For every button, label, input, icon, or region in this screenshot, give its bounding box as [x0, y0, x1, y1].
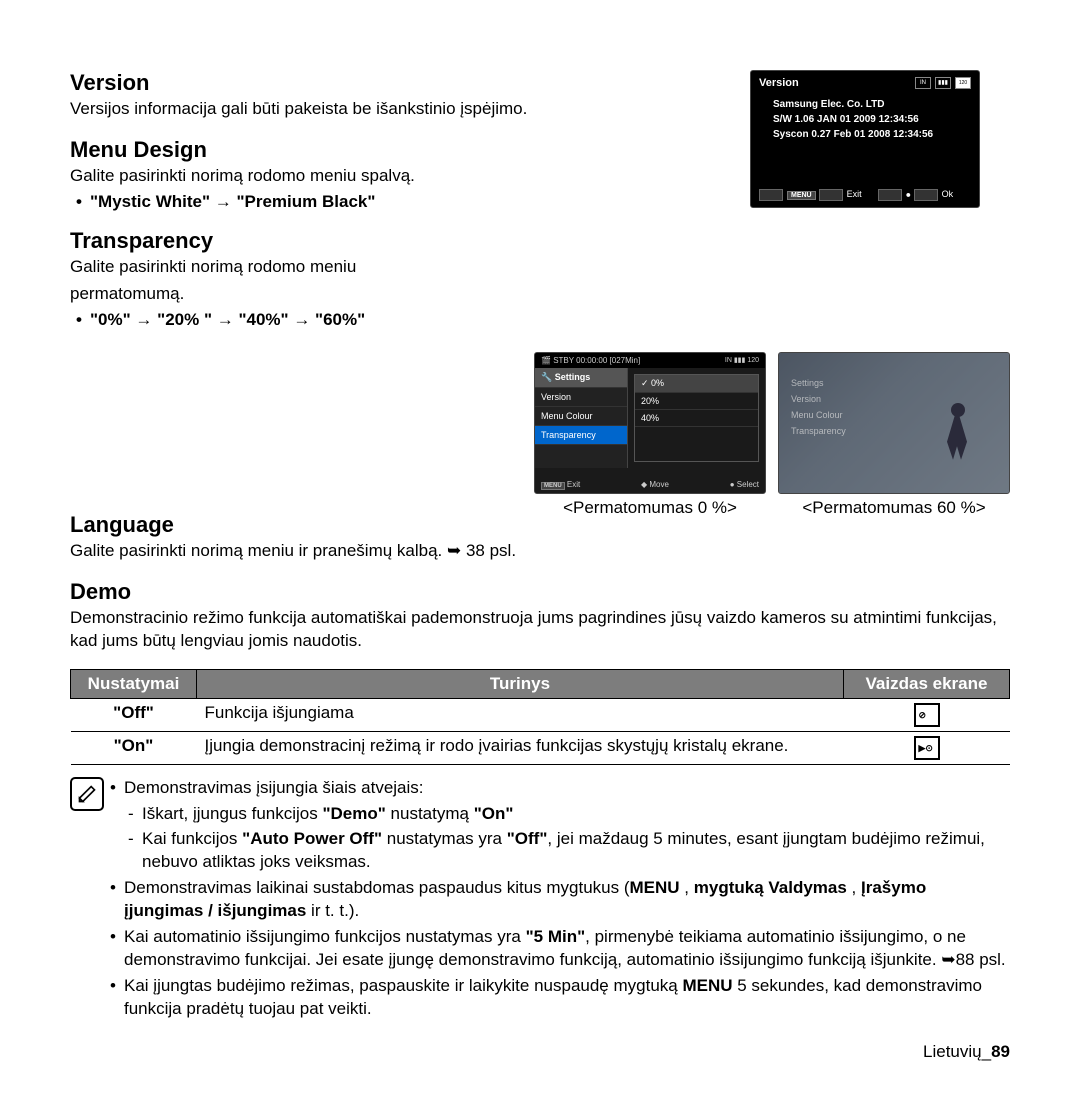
cell-on-icon: ▶⊙ [844, 731, 1010, 764]
cell-on: "On" [71, 731, 197, 764]
right-screens: IN ▮▮▮ 120MIN Version Samsung Elec. Co. … [750, 70, 1010, 346]
note-1b: Kai funkcijos "Auto Power Off" nustatyma… [106, 828, 1010, 874]
left-column: Version Versijos informacija gali būti p… [70, 70, 750, 346]
top-row: Version Versijos informacija gali būti p… [70, 70, 1010, 346]
screen-ver-l2: S/W 1.06 JAN 01 2009 12:34:56 [773, 114, 971, 125]
language-desc: Galite pasirinkti norimą meniu ir praneš… [70, 540, 1010, 563]
footer-page: 89 [991, 1042, 1010, 1061]
screen-ver-l3: Syscon 0.27 Feb 01 2008 12:34:56 [773, 129, 971, 140]
version-section: Version Versijos informacija gali būti p… [70, 70, 730, 121]
menu-footer: MENU Exit ◆ Move ● Select [541, 480, 759, 489]
note-3: Kai automatinio išsijungimo funkcijos nu… [106, 926, 1010, 972]
menu-left: 🔧 Settings Version Menu Colour Transpare… [535, 368, 628, 468]
opt-0: ✓ 0% [635, 375, 758, 393]
top-icons: IN ▮▮▮ 120 [725, 356, 759, 365]
stby-label: 🎬 STBY 00:00:00 [027Min] [541, 356, 640, 365]
screen-status-icons: IN ▮▮▮ 120MIN [915, 77, 971, 89]
in-icon: IN [915, 77, 931, 89]
transparency-60-screen: Settings Version Menu Colour Transparenc… [778, 352, 1010, 494]
transparency-title: Transparency [70, 228, 730, 254]
table-row: "Off" Funkcija išjungiama ⊘ [71, 698, 1010, 731]
note-2: Demonstravimas laikinai sustabdomas pasp… [106, 877, 1010, 923]
cell-on-desc: Įjungia demonstracinį režimą ir rodo įva… [197, 731, 844, 764]
screen-footer: MENUExit ● Ok [759, 189, 971, 201]
footer-lang: Lietuvių_ [923, 1042, 991, 1061]
transparency-section: Transparency Galite pasirinkti norimą ro… [70, 228, 730, 330]
page: Version Versijos informacija gali būti p… [0, 0, 1080, 1102]
opt-40: 40% [635, 410, 758, 427]
cell-off-desc: Funkcija išjungiama [197, 698, 844, 731]
opt-20: 20% [635, 393, 758, 410]
table-header-row: Nustatymai Turinys Vaizdas ekrane [71, 669, 1010, 698]
battery-icon: ▮▮▮ [935, 77, 951, 89]
pencil-note-icon [70, 777, 104, 811]
th-turinys: Turinys [197, 669, 844, 698]
menu-top: 🎬 STBY 00:00:00 [027Min] IN ▮▮▮ 120 [535, 353, 765, 368]
transparency-desc1: Galite pasirinkti norimą rodomo meniu [70, 256, 730, 279]
screen-ver-l1: Samsung Elec. Co. LTD [773, 99, 971, 110]
transparency-row: 🎬 STBY 00:00:00 [027Min] IN ▮▮▮ 120 🔧 Se… [70, 346, 1010, 518]
overlay-menu: Settings Version Menu Colour Transparenc… [785, 375, 852, 439]
foot-select: ● Select [730, 480, 759, 489]
runner-figure [939, 403, 979, 473]
cell-off: "Off" [71, 698, 197, 731]
note-icon [70, 777, 106, 1024]
demo-section: Demo Demonstracinio režimo funkcija auto… [70, 579, 1010, 653]
menu-version: Version [535, 388, 627, 407]
demo-off-icon: ⊘ [914, 703, 940, 727]
note-list: Demonstravimas įsijungia šiais atvejais:… [106, 777, 1010, 1024]
menu-settings: 🔧 Settings [535, 368, 627, 388]
menu-design-desc: Galite pasirinkti norimą rodomo meniu sp… [70, 165, 730, 188]
caption-0: <Permatomumas 0 %> [534, 498, 766, 518]
version-title: Version [70, 70, 730, 96]
cell-off-icon: ⊘ [844, 698, 1010, 731]
menu-colour: Menu Colour [535, 407, 627, 426]
foot-move: ◆ Move [641, 480, 669, 489]
menu-design-section: Menu Design Galite pasirinkti norimą rod… [70, 137, 730, 212]
caption-60: <Permatomumas 60 %> [778, 498, 1010, 518]
version-screen: IN ▮▮▮ 120MIN Version Samsung Elec. Co. … [750, 70, 980, 208]
note-4: Kai įjungtas budėjimo režimas, paspauski… [106, 975, 1010, 1021]
th-nustatymai: Nustatymai [71, 669, 197, 698]
table-row: "On" Įjungia demonstracinį režimą ir rod… [71, 731, 1010, 764]
demo-title: Demo [70, 579, 1010, 605]
settings-table: Nustatymai Turinys Vaizdas ekrane "Off" … [70, 669, 1010, 765]
menu-design-title: Menu Design [70, 137, 730, 163]
trans-60-wrap: Settings Version Menu Colour Transparenc… [778, 352, 1010, 518]
menu-design-opt: "Mystic White" → "Premium Black" [70, 192, 730, 212]
menu-body: 🔧 Settings Version Menu Colour Transpare… [535, 368, 765, 468]
menu-right: ✓ 0% 20% 40% [634, 374, 759, 462]
min-icon: 120MIN [955, 77, 971, 89]
notes-section: Demonstravimas įsijungia šiais atvejais:… [70, 777, 1010, 1024]
exit-label: MENUExit [759, 189, 862, 201]
menu-transparency: Transparency [535, 426, 627, 445]
transparency-0-screen: 🎬 STBY 00:00:00 [027Min] IN ▮▮▮ 120 🔧 Se… [534, 352, 766, 494]
note-1a: Iškart, įjungus funkcijos "Demo" nustaty… [106, 803, 1010, 826]
note-1: Demonstravimas įsijungia šiais atvejais: [106, 777, 1010, 800]
dual-screens: 🎬 STBY 00:00:00 [027Min] IN ▮▮▮ 120 🔧 Se… [534, 352, 1010, 518]
foot-exit: MENU Exit [541, 480, 580, 489]
trans-0-wrap: 🎬 STBY 00:00:00 [027Min] IN ▮▮▮ 120 🔧 Se… [534, 352, 766, 518]
version-desc: Versijos informacija gali būti pakeista … [70, 98, 730, 121]
ok-label: ● Ok [878, 189, 953, 201]
demo-desc: Demonstracinio režimo funkcija automatiš… [70, 607, 1010, 653]
language-section: Language Galite pasirinkti norimą meniu … [70, 512, 1010, 563]
page-footer: Lietuvių_89 [70, 1042, 1010, 1062]
transparency-desc2: permatomumą. [70, 283, 730, 306]
demo-on-icon: ▶⊙ [914, 736, 940, 760]
transparency-opt: "0%" → "20% " → "40%" → "60%" [70, 310, 730, 330]
th-vaizdas: Vaizdas ekrane [844, 669, 1010, 698]
